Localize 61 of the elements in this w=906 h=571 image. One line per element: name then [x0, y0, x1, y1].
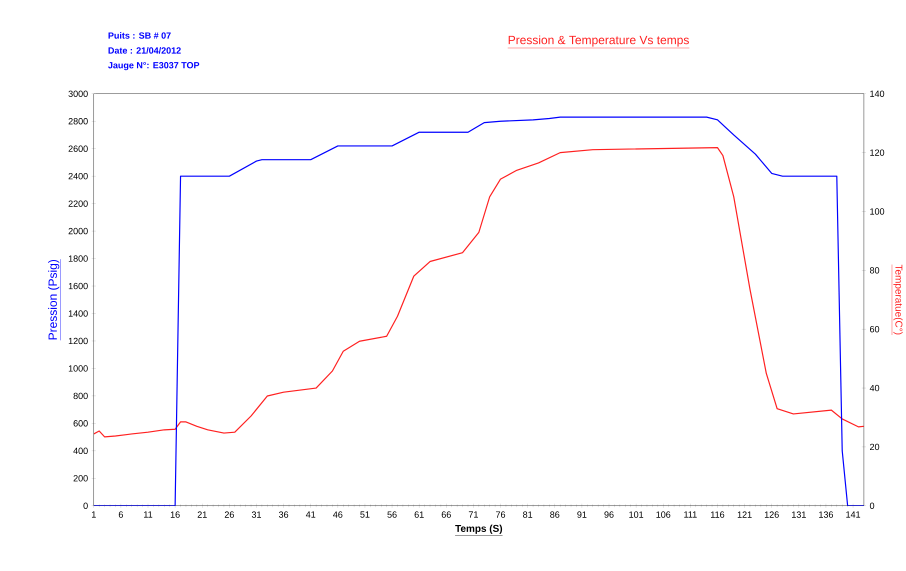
x-tick-label: 141 — [846, 512, 860, 518]
y2-tick-label: 100 — [870, 208, 884, 215]
y-tick-label: 3000 — [68, 90, 88, 98]
y-tick-label: 1800 — [68, 256, 88, 262]
y-tick-label: 1400 — [68, 310, 88, 317]
x-tick-label: 26 — [224, 512, 234, 518]
x-tick-label: 76 — [496, 512, 506, 518]
y-tick-label: 2800 — [68, 118, 88, 125]
y-tick-label: 1200 — [68, 338, 88, 344]
text: Date : 21/04/2012 — [108, 47, 181, 54]
x-tick-label: 126 — [764, 512, 779, 518]
y2-tick-label: 60 — [870, 326, 880, 333]
y-tick-label: 1000 — [68, 365, 88, 372]
x-tick-label: 116 — [711, 512, 724, 518]
x-tick-label: 106 — [656, 512, 670, 518]
text: Puits : SB # 07 — [108, 32, 171, 39]
x-tick-label: 91 — [577, 512, 586, 518]
x-tick-label: 81 — [523, 512, 532, 518]
y2-tick-label: 140 — [870, 90, 884, 98]
y2-tick-label: 20 — [870, 444, 880, 450]
y-tick-label: 2200 — [68, 200, 88, 208]
x-tick-label: 61 — [414, 512, 424, 518]
y-tick-label: 200 — [74, 475, 88, 482]
chart-title: Pression & Temperature Vs temps — [508, 36, 689, 47]
x-axis-title: Temps (S) — [455, 524, 502, 534]
x-tick-label: 36 — [278, 512, 288, 518]
x-tick-label: 121 — [738, 512, 752, 518]
text: Jauge N°: E3037 TOP — [108, 62, 200, 70]
y-tick-label: 2000 — [68, 228, 88, 234]
y-axis-title: Pression (Psig) — [48, 260, 60, 340]
y2-axis-title: Temperatue(C°) — [893, 264, 903, 335]
x-tick-label: 51 — [360, 512, 370, 518]
x-tick-label: 46 — [333, 512, 342, 518]
y2-tick-label: 40 — [870, 385, 880, 392]
x-tick-label: 86 — [550, 512, 560, 518]
y2-tick-label: 0 — [870, 502, 874, 510]
x-tick-label: 16 — [170, 512, 180, 518]
x-tick-label: 96 — [604, 512, 614, 518]
x-tick-label: 136 — [819, 512, 834, 518]
y-tick-label: 2600 — [68, 146, 88, 152]
line-series — [94, 147, 864, 438]
x-tick-label: 101 — [629, 512, 644, 518]
y-tick-label: 800 — [74, 392, 88, 400]
x-tick-label: 56 — [387, 512, 397, 518]
x-tick-label: 131 — [792, 512, 806, 518]
x-tick-label: 11 — [144, 512, 152, 518]
x-tick-label: 31 — [252, 512, 262, 518]
x-tick-label: 111 — [684, 512, 697, 518]
x-tick-label: 1 — [92, 512, 96, 518]
x-tick-label: 66 — [442, 512, 451, 518]
y-tick-label: 0 — [83, 502, 88, 510]
y2-tick-label: 120 — [870, 150, 884, 156]
x-tick-label: 21 — [198, 512, 207, 518]
y-tick-label: 400 — [73, 448, 88, 454]
y-tick-label: 2400 — [68, 173, 88, 180]
y-tick-label: 600 — [74, 420, 88, 427]
x-tick-label: 41 — [306, 512, 316, 518]
y-tick-label: 1600 — [68, 283, 88, 290]
x-tick-label: 6 — [118, 512, 123, 518]
x-tick-label: 71 — [468, 512, 478, 518]
y2-tick-label: 80 — [870, 267, 880, 274]
